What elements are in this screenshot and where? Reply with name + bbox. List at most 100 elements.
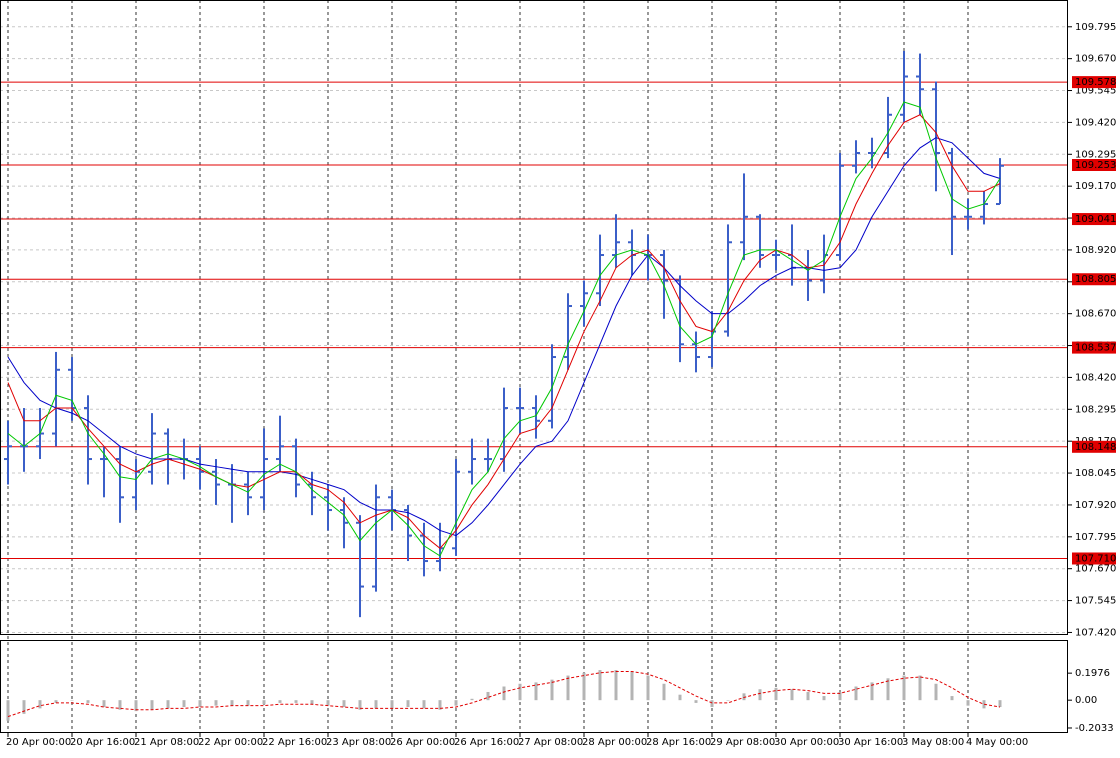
histogram-bar bbox=[6, 700, 10, 721]
x-tick-label: 26 Apr 16:00 bbox=[454, 737, 519, 748]
x-tick-label: 27 Apr 08:00 bbox=[518, 737, 583, 748]
histogram-bar bbox=[22, 700, 26, 714]
level-label: 107.710 bbox=[1075, 553, 1116, 564]
histogram-bar bbox=[950, 696, 954, 701]
moving-average bbox=[7, 114, 1001, 549]
level-tag bbox=[1072, 158, 1116, 171]
histogram-bar bbox=[662, 683, 666, 701]
histogram-bar bbox=[422, 700, 426, 709]
histogram-bar bbox=[870, 682, 874, 701]
histogram-bar bbox=[262, 700, 266, 705]
level-label: 109.578 bbox=[1075, 77, 1116, 88]
y-tick-label: 108.920 bbox=[1075, 245, 1116, 256]
x-tick-label: 22 Apr 16:00 bbox=[262, 737, 327, 748]
histogram-bar bbox=[278, 700, 282, 703]
moving-average bbox=[7, 101, 1001, 557]
histogram-bar bbox=[614, 670, 618, 701]
y-tick-label: 0.00 bbox=[1075, 695, 1097, 706]
histogram-bar bbox=[998, 700, 1002, 708]
histogram-bar bbox=[294, 700, 298, 703]
histogram-bar bbox=[70, 700, 74, 701]
x-tick-label: 20 Apr 00:00 bbox=[6, 737, 71, 748]
level-tag bbox=[1072, 440, 1116, 453]
y-tick-label: 109.795 bbox=[1075, 22, 1116, 33]
histogram-bar bbox=[454, 700, 458, 706]
y-tick-label: 107.420 bbox=[1075, 627, 1116, 638]
level-tag bbox=[1072, 213, 1116, 226]
histogram-bar bbox=[966, 700, 970, 706]
histogram-bar bbox=[182, 700, 186, 708]
histogram-bar bbox=[38, 700, 42, 709]
histogram-bar bbox=[646, 675, 650, 701]
histogram-bar bbox=[918, 675, 922, 701]
histogram-bar bbox=[774, 687, 778, 701]
histogram-bar bbox=[86, 700, 90, 703]
x-tick-label: 20 Apr 16:00 bbox=[70, 737, 135, 748]
level-label: 108.805 bbox=[1075, 274, 1116, 285]
x-tick-label: 21 Apr 08:00 bbox=[134, 737, 199, 748]
histogram-bar bbox=[742, 693, 746, 701]
y-tick-label: 108.420 bbox=[1075, 372, 1116, 383]
histogram-bar bbox=[326, 700, 330, 706]
histogram-bar bbox=[214, 700, 218, 706]
level-tag bbox=[1072, 76, 1116, 89]
x-tick-label: 3 May 08:00 bbox=[902, 737, 964, 748]
level-tag bbox=[1072, 341, 1116, 354]
x-tick-label: 30 Apr 16:00 bbox=[838, 737, 903, 748]
histogram-bar bbox=[806, 691, 810, 701]
x-tick-label: 28 Apr 16:00 bbox=[646, 737, 711, 748]
x-tick-label: 29 Apr 08:00 bbox=[710, 737, 775, 748]
histogram-bar bbox=[358, 700, 362, 710]
histogram-bar bbox=[822, 696, 826, 701]
y-tick-label: 0.1976 bbox=[1075, 668, 1110, 679]
y-tick-label: 108.045 bbox=[1075, 468, 1116, 479]
histogram-bar bbox=[582, 672, 586, 701]
histogram-bar bbox=[390, 700, 394, 709]
histogram-bar bbox=[118, 700, 122, 710]
histogram-bar bbox=[438, 700, 442, 710]
y-tick-label: 107.920 bbox=[1075, 500, 1116, 511]
x-tick-label: 4 May 00:00 bbox=[966, 737, 1028, 748]
y-tick-label: 109.295 bbox=[1075, 149, 1116, 160]
pane-border bbox=[0, 0, 1068, 635]
y-tick-label: 107.545 bbox=[1075, 596, 1116, 607]
histogram-bar bbox=[934, 683, 938, 701]
histogram-bar bbox=[486, 691, 490, 701]
histogram-bar bbox=[854, 686, 858, 701]
histogram-bar bbox=[54, 700, 58, 703]
level-label: 109.041 bbox=[1075, 214, 1116, 225]
y-tick-label: 109.420 bbox=[1075, 117, 1116, 128]
histogram-bar bbox=[758, 689, 762, 701]
level-tag bbox=[1072, 552, 1116, 565]
pane-border bbox=[0, 640, 1068, 733]
histogram-bar bbox=[694, 700, 698, 703]
histogram-bar bbox=[150, 700, 154, 710]
level-label: 108.148 bbox=[1075, 442, 1116, 453]
histogram-bar bbox=[374, 700, 378, 709]
histogram-bar bbox=[630, 671, 634, 701]
y-tick-label: 108.295 bbox=[1075, 404, 1116, 415]
x-tick-label: 22 Apr 00:00 bbox=[198, 737, 263, 748]
histogram-bar bbox=[134, 700, 138, 712]
histogram-bar bbox=[406, 700, 410, 708]
histogram-bar bbox=[902, 675, 906, 701]
histogram-bar bbox=[246, 700, 250, 706]
histogram-bar bbox=[886, 678, 890, 701]
histogram-bar bbox=[470, 698, 474, 701]
histogram-bar bbox=[102, 700, 106, 708]
x-tick-label: 30 Apr 00:00 bbox=[774, 737, 839, 748]
histogram-bar bbox=[982, 700, 986, 709]
signal-line bbox=[7, 670, 1001, 718]
y-tick-label: 109.670 bbox=[1075, 54, 1116, 65]
histogram-bar bbox=[502, 686, 506, 701]
y-tick-label: 109.545 bbox=[1075, 86, 1116, 97]
histogram-bar bbox=[166, 700, 170, 709]
histogram-bar bbox=[310, 700, 314, 705]
histogram-bar bbox=[550, 679, 554, 701]
histogram-bar bbox=[838, 691, 842, 701]
histogram-bar bbox=[534, 682, 538, 701]
y-tick-label: 108.670 bbox=[1075, 309, 1116, 320]
moving-average bbox=[7, 137, 1001, 537]
